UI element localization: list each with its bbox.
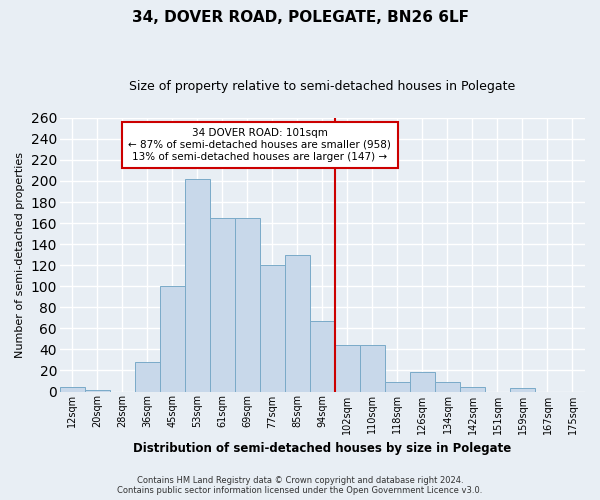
- Bar: [185, 179, 210, 392]
- Bar: [385, 382, 410, 392]
- Title: Size of property relative to semi-detached houses in Polegate: Size of property relative to semi-detach…: [129, 80, 515, 93]
- Bar: [235, 218, 260, 392]
- Text: 34, DOVER ROAD, POLEGATE, BN26 6LF: 34, DOVER ROAD, POLEGATE, BN26 6LF: [131, 10, 469, 25]
- Bar: [210, 218, 235, 392]
- Bar: [60, 388, 85, 392]
- Bar: [335, 345, 360, 392]
- Bar: [135, 362, 160, 392]
- Y-axis label: Number of semi-detached properties: Number of semi-detached properties: [15, 152, 25, 358]
- Bar: [360, 345, 385, 392]
- Bar: [310, 321, 335, 392]
- Bar: [510, 388, 535, 392]
- Bar: [460, 388, 485, 392]
- X-axis label: Distribution of semi-detached houses by size in Polegate: Distribution of semi-detached houses by …: [133, 442, 512, 455]
- Bar: [410, 372, 435, 392]
- Text: 34 DOVER ROAD: 101sqm
← 87% of semi-detached houses are smaller (958)
13% of sem: 34 DOVER ROAD: 101sqm ← 87% of semi-deta…: [128, 128, 391, 162]
- Bar: [435, 382, 460, 392]
- Bar: [85, 390, 110, 392]
- Bar: [160, 286, 185, 392]
- Bar: [285, 254, 310, 392]
- Bar: [260, 265, 285, 392]
- Text: Contains HM Land Registry data © Crown copyright and database right 2024.
Contai: Contains HM Land Registry data © Crown c…: [118, 476, 482, 495]
